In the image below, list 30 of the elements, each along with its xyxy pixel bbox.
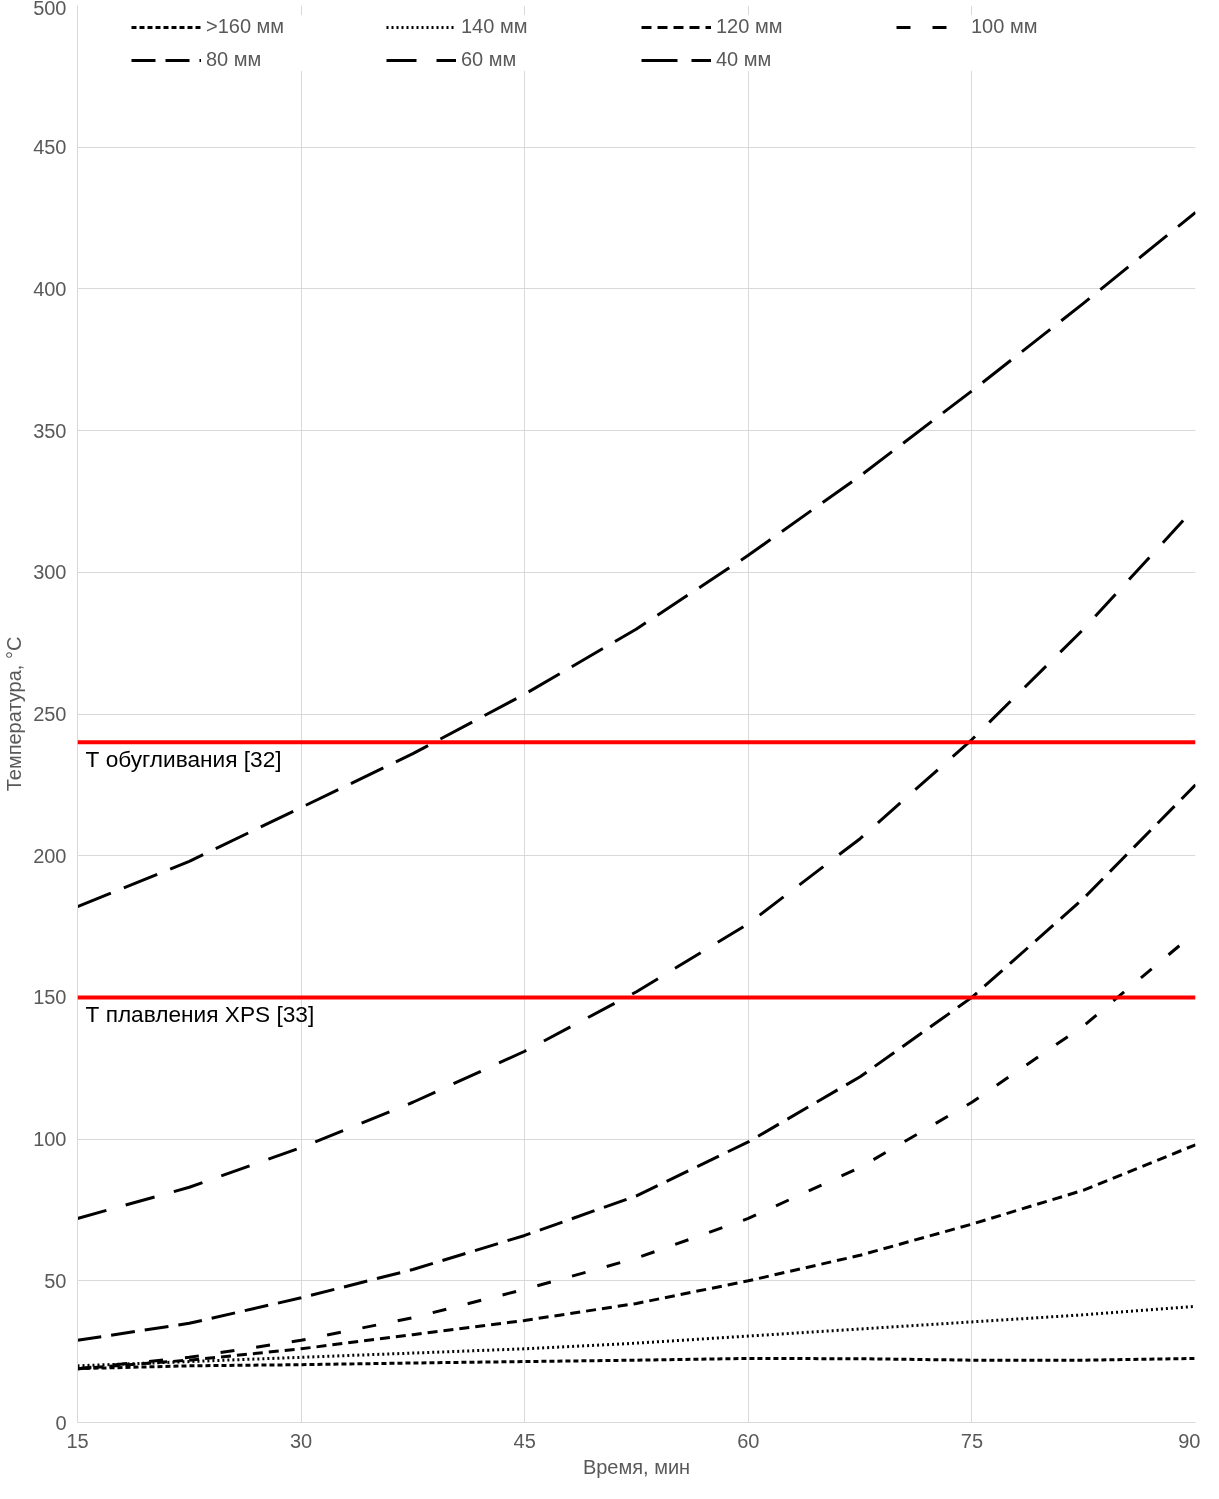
y-tick-label: 100 — [33, 1128, 67, 1151]
x-tick-label: 75 — [960, 1429, 984, 1452]
line-series — [77, 783, 1196, 1342]
x-tick-label: 45 — [513, 1429, 536, 1452]
y-tick-label: 250 — [33, 703, 67, 725]
legend-label: 100 мм — [971, 15, 1039, 38]
y-tick-label: 200 — [33, 844, 67, 867]
y-tick-label: 450 — [33, 136, 67, 159]
ref-line-label: Т плавления XPS [33] — [85, 1001, 315, 1028]
x-tick-label: 90 — [1178, 1429, 1201, 1452]
x-tick-label: 30 — [289, 1429, 313, 1452]
y-tick-label: 0 — [55, 1411, 67, 1434]
legend-label: >160 мм — [206, 15, 286, 38]
y-tick-label: 150 — [33, 986, 67, 1009]
y-tick-label: 300 — [33, 561, 67, 584]
y-axis-title: Температура, °C — [3, 636, 26, 792]
y-tick-label: 50 — [44, 1269, 67, 1292]
legend-label: 60 мм — [461, 48, 518, 71]
y-tick-label: 400 — [33, 277, 67, 300]
y-tick-label: 350 — [33, 419, 67, 442]
x-tick-label: 15 — [66, 1429, 89, 1452]
y-tick-label: 500 — [33, 0, 67, 19]
x-tick-label: 60 — [737, 1429, 760, 1452]
legend-label: 140 мм — [461, 15, 529, 38]
legend-label: 120 мм — [716, 15, 784, 38]
x-axis-title: Время, мин — [582, 1455, 691, 1478]
legend-label: 40 мм — [716, 48, 773, 71]
ref-line-label: Т обугливания [32] — [85, 746, 282, 773]
line-series — [77, 210, 1196, 909]
legend-label: 80 мм — [206, 48, 263, 71]
